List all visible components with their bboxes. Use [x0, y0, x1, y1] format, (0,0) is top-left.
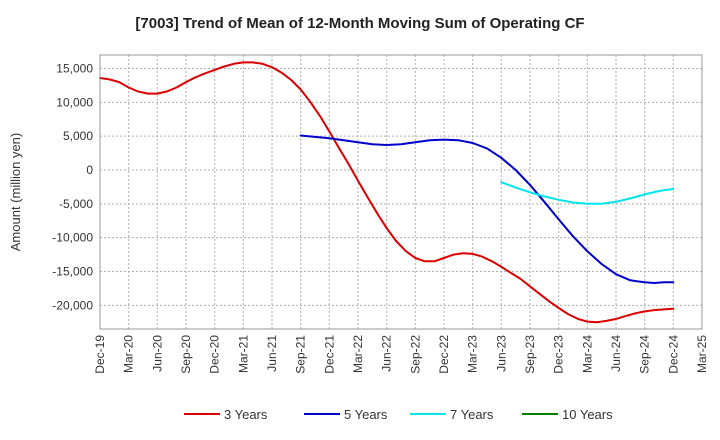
legend-label: 10 Years [562, 407, 613, 422]
y-tick-label: 5,000 [63, 129, 93, 143]
y-tick-labels: 15,000 10,000 5,000 0 -5,000 -10,000 -15,000 -2… [52, 62, 93, 313]
x-tick-label: Sep-21 [294, 335, 308, 374]
x-tick-label: Dec-20 [208, 335, 222, 374]
x-tick-label: Jun-20 [150, 335, 164, 372]
x-tick-label: Sep-24 [638, 335, 652, 374]
y-tick-label: 10,000 [56, 95, 93, 109]
y-tick-label: -20,000 [52, 298, 93, 312]
series-line-3-years [99, 61, 675, 324]
y-tick-label: -5,000 [59, 197, 93, 211]
x-tick-label: Sep-20 [179, 335, 193, 374]
y-axis-label: Amount (million yen) [8, 133, 23, 252]
legend-label: 7 Years [450, 407, 494, 422]
x-tick-label: Mar-20 [122, 335, 136, 373]
y-tick-label: -15,000 [52, 264, 93, 278]
legend-label: 5 Years [344, 407, 388, 422]
x-tick-label: Mar-25 [695, 335, 709, 373]
y-tick-label: -10,000 [52, 231, 93, 245]
grid-lines [99, 55, 703, 329]
x-tick-label: Mar-22 [351, 335, 365, 373]
x-tick-label: Dec-23 [552, 335, 566, 374]
x-tick-label: Dec-24 [666, 335, 680, 374]
x-tick-label: Sep-23 [523, 335, 537, 374]
plot-area-frame [99, 54, 703, 330]
y-tick-label: 0 [86, 163, 93, 177]
x-tick-label: Dec-19 [93, 335, 107, 374]
x-tick-label: Mar-21 [236, 335, 250, 373]
series-lines [99, 61, 675, 324]
legend-label: 3 Years [224, 407, 268, 422]
x-tick-label: Jun-24 [609, 335, 623, 372]
x-tick-label: Sep-22 [408, 335, 422, 374]
x-tick-label: Jun-23 [494, 335, 508, 372]
x-tick-labels: Dec-19 Mar-20 Jun-20 Sep-20 Dec-20 Mar-21 Jun-… [93, 335, 709, 374]
x-tick-label: Mar-24 [580, 335, 594, 373]
y-tick-label: 15,000 [56, 62, 93, 76]
x-tick-label: Jun-22 [380, 335, 394, 372]
x-tick-label: Dec-21 [322, 335, 336, 374]
x-tick-label: Jun-21 [265, 335, 279, 372]
x-tick-label: Dec-22 [437, 335, 451, 374]
series-line-7-years [500, 181, 675, 205]
x-tick-label: Mar-23 [466, 335, 480, 373]
legend: 3 Years 5 Years 7 Years 10 Years [184, 407, 613, 422]
chart-title: [7003] Trend of Mean of 12-Month Moving … [135, 15, 584, 32]
series-line-5-years [299, 134, 675, 284]
